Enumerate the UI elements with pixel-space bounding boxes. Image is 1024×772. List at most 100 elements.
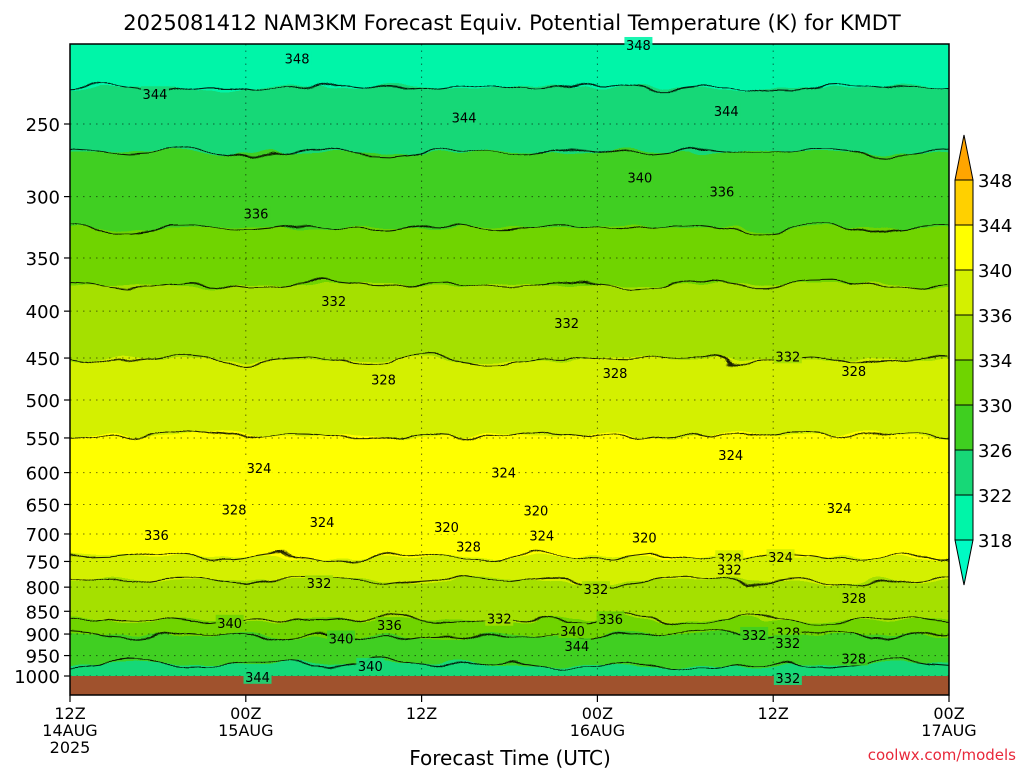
contour-label: 324 bbox=[527, 527, 556, 545]
y-tick-label: 550 bbox=[26, 429, 60, 450]
colorbar-segment bbox=[954, 224, 974, 271]
contour-label: 340 bbox=[625, 169, 654, 187]
contour-label: 336 bbox=[707, 183, 736, 200]
contour-label: 344 bbox=[140, 86, 169, 103]
contour-label: 336 bbox=[242, 205, 271, 222]
contour-label: 344 bbox=[712, 103, 741, 120]
contour-label: 320 bbox=[521, 502, 550, 520]
svg-text:324: 324 bbox=[310, 516, 335, 531]
contour-label: 328 bbox=[600, 364, 629, 382]
colorbar-label: 322 bbox=[978, 486, 1012, 507]
contour-label: 320 bbox=[432, 519, 461, 536]
svg-text:324: 324 bbox=[768, 551, 793, 566]
y-tick-label: 750 bbox=[26, 552, 60, 573]
svg-text:324: 324 bbox=[718, 449, 743, 464]
colorbar-segment bbox=[954, 449, 974, 496]
colorbar-bottom-arrow bbox=[954, 539, 974, 586]
contour-label: 324 bbox=[716, 446, 745, 464]
svg-text:328: 328 bbox=[222, 503, 247, 518]
contour-label: 332 bbox=[319, 293, 348, 310]
contour-label: 320 bbox=[630, 529, 659, 546]
svg-text:332: 332 bbox=[775, 672, 800, 687]
svg-text:336: 336 bbox=[144, 529, 169, 544]
svg-text:344: 344 bbox=[143, 88, 168, 103]
colorbar-segment bbox=[954, 179, 974, 226]
colorbar-segment bbox=[954, 359, 974, 406]
colorbar-label: 326 bbox=[978, 441, 1012, 462]
svg-text:344: 344 bbox=[452, 112, 477, 127]
x-tick-label: 12Z 14AUG 2025 bbox=[42, 704, 97, 757]
svg-text:348: 348 bbox=[626, 39, 651, 54]
y-tick-label: 800 bbox=[26, 578, 60, 599]
y-axis: 2503003504004505005506006507007508008509… bbox=[14, 115, 70, 688]
contour-label: 332 bbox=[552, 314, 581, 332]
x-axis-label: Forecast Time (UTC) bbox=[409, 746, 611, 768]
svg-text:332: 332 bbox=[487, 613, 512, 628]
x-tick-label: 12Z bbox=[758, 704, 789, 723]
contour-label: 332 bbox=[773, 669, 802, 687]
chart-title: 2025081412 NAM3KM Forecast Equiv. Potent… bbox=[123, 11, 901, 35]
colorbar-label: 336 bbox=[978, 306, 1012, 327]
contour-label: 332 bbox=[740, 626, 769, 644]
contour-label: 344 bbox=[562, 638, 591, 655]
contour-label: 324 bbox=[489, 464, 518, 482]
svg-text:328: 328 bbox=[841, 652, 866, 667]
contour-label: 332 bbox=[305, 575, 334, 592]
y-tick-label: 350 bbox=[26, 249, 60, 270]
svg-text:340: 340 bbox=[560, 625, 585, 640]
svg-text:332: 332 bbox=[775, 637, 800, 652]
svg-text:328: 328 bbox=[371, 374, 396, 389]
svg-text:344: 344 bbox=[564, 640, 589, 655]
contour-label: 332 bbox=[581, 581, 610, 598]
contour-label: 344 bbox=[243, 668, 272, 686]
y-tick-label: 450 bbox=[26, 349, 60, 370]
contour-label: 332 bbox=[485, 610, 514, 628]
svg-text:324: 324 bbox=[491, 467, 516, 482]
contour-label: 348 bbox=[624, 36, 653, 54]
svg-text:332: 332 bbox=[584, 583, 609, 598]
contour-label: 336 bbox=[375, 617, 404, 634]
colorbar-label: 330 bbox=[978, 396, 1012, 417]
x-tick-label: 00Z 15AUG bbox=[218, 704, 273, 740]
contour-label: 328 bbox=[454, 538, 483, 555]
svg-text:332: 332 bbox=[554, 317, 579, 332]
contour-label: 336 bbox=[596, 611, 625, 628]
contour-label: 332 bbox=[715, 561, 744, 578]
colorbar-segment bbox=[954, 494, 974, 541]
theta-e-field bbox=[70, 44, 949, 676]
contour-label: 336 bbox=[142, 527, 171, 544]
colorbar-label: 348 bbox=[978, 171, 1012, 192]
y-tick-label: 250 bbox=[26, 115, 60, 136]
contour-label: 332 bbox=[773, 634, 802, 652]
contour-label: 328 bbox=[369, 371, 398, 389]
colorbar-label: 318 bbox=[978, 531, 1012, 552]
svg-text:320: 320 bbox=[632, 531, 657, 546]
plot-frame bbox=[69, 43, 950, 696]
svg-text:344: 344 bbox=[714, 105, 739, 120]
colorbar-label: 340 bbox=[978, 261, 1012, 282]
contour-label: 348 bbox=[283, 50, 312, 67]
y-tick-label: 400 bbox=[26, 302, 60, 323]
colorbar-segment bbox=[954, 269, 974, 316]
y-tick-label: 850 bbox=[26, 602, 60, 623]
svg-text:328: 328 bbox=[456, 540, 481, 555]
credit-label: coolwx.com/models bbox=[868, 746, 1016, 764]
x-tick-label: 12Z bbox=[406, 704, 437, 723]
svg-text:340: 340 bbox=[217, 617, 242, 632]
y-tick-label: 950 bbox=[26, 647, 60, 668]
svg-text:336: 336 bbox=[710, 185, 735, 200]
svg-text:332: 332 bbox=[307, 577, 332, 592]
contour-label: 340 bbox=[356, 657, 385, 675]
contour-label: 340 bbox=[327, 630, 356, 647]
svg-text:348: 348 bbox=[285, 52, 310, 67]
y-tick-label: 1000 bbox=[14, 667, 60, 688]
colorbar-label: 334 bbox=[978, 351, 1012, 372]
colorbar-segment bbox=[954, 314, 974, 361]
svg-text:332: 332 bbox=[717, 563, 742, 578]
svg-text:336: 336 bbox=[244, 207, 269, 222]
contour-label: 344 bbox=[450, 109, 479, 127]
contour-label: 324 bbox=[244, 459, 273, 477]
contour-label: 340 bbox=[215, 614, 244, 632]
